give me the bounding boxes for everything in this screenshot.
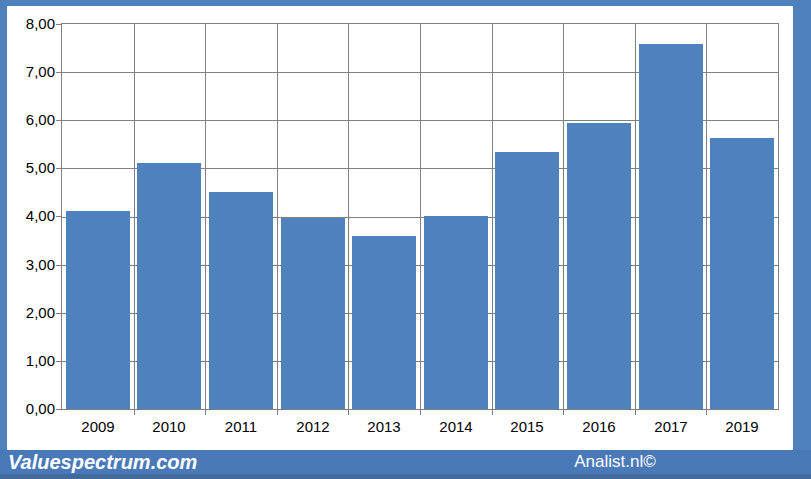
gridline-vertical <box>635 24 636 409</box>
valuespectrum-brand: Valuespectrum.com <box>8 450 197 474</box>
bar-2015 <box>495 152 559 409</box>
y-tick-label: 2,00 <box>11 304 55 322</box>
x-tick-mark <box>563 409 564 415</box>
bar-2013 <box>352 236 416 409</box>
gridline-vertical <box>205 24 206 409</box>
y-tick-label: 8,00 <box>11 15 55 33</box>
y-tick-label: 7,00 <box>11 63 55 81</box>
gridline-vertical <box>706 24 707 409</box>
gridline-vertical <box>492 24 493 409</box>
x-tick-label: 2013 <box>352 418 416 436</box>
chart-frame: 0,00 1,00 2,00 3,00 4,00 5,00 6,00 7,00 8,00 2009… <box>0 0 811 479</box>
footer-bar: Valuespectrum.com Analist.nl© <box>0 450 811 479</box>
bar-2014 <box>424 216 488 409</box>
gridline-vertical <box>348 24 349 409</box>
x-tick-label: 2019 <box>710 418 774 436</box>
y-tick-label: 3,00 <box>11 256 55 274</box>
plot-area <box>61 23 779 410</box>
x-tick-label: 2009 <box>66 418 130 436</box>
footer-strip: Valuespectrum.com Analist.nl© <box>0 450 811 474</box>
y-tick-mark <box>56 409 62 410</box>
gridline-vertical <box>563 24 564 409</box>
y-tick-mark <box>56 265 62 266</box>
bar-2017 <box>639 44 703 409</box>
y-tick-mark <box>56 313 62 314</box>
bar-2009 <box>66 211 130 409</box>
x-tick-mark <box>134 409 135 415</box>
x-tick-mark <box>420 409 421 415</box>
y-tick-mark <box>56 120 62 121</box>
x-tick-label: 2011 <box>209 418 273 436</box>
y-tick-label: 4,00 <box>11 207 55 225</box>
y-tick-mark <box>56 72 62 73</box>
x-tick-mark <box>706 409 707 415</box>
x-tick-mark <box>635 409 636 415</box>
x-tick-mark <box>348 409 349 415</box>
y-tick-mark <box>56 216 62 217</box>
x-tick-mark <box>492 409 493 415</box>
bar-2016 <box>567 123 631 409</box>
bar-2011 <box>209 192 273 409</box>
y-tick-label: 0,00 <box>11 400 55 418</box>
x-tick-label: 2010 <box>137 418 201 436</box>
y-tick-mark <box>56 361 62 362</box>
gridline-vertical <box>134 24 135 409</box>
y-tick-mark <box>56 24 62 25</box>
x-tick-label: 2015 <box>495 418 559 436</box>
x-tick-label: 2016 <box>567 418 631 436</box>
y-tick-label: 1,00 <box>11 352 55 370</box>
y-tick-label: 5,00 <box>11 159 55 177</box>
x-tick-label: 2017 <box>639 418 703 436</box>
analist-credit: Analist.nl© <box>574 450 656 474</box>
bar-2010 <box>137 163 201 409</box>
gridline-vertical <box>277 24 278 409</box>
x-tick-label: 2012 <box>281 418 345 436</box>
y-tick-mark <box>56 168 62 169</box>
x-tick-mark <box>205 409 206 415</box>
chart-canvas: 0,00 1,00 2,00 3,00 4,00 5,00 6,00 7,00 8,00 2009… <box>7 6 793 450</box>
bar-2019 <box>710 138 774 409</box>
x-tick-label: 2014 <box>424 418 488 436</box>
x-tick-mark <box>277 409 278 415</box>
footer-bottom-line <box>0 474 811 479</box>
bar-2012 <box>281 218 345 409</box>
gridline-vertical <box>420 24 421 409</box>
y-tick-label: 6,00 <box>11 111 55 129</box>
